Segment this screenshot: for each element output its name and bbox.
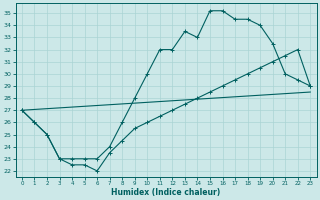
- X-axis label: Humidex (Indice chaleur): Humidex (Indice chaleur): [111, 188, 221, 197]
